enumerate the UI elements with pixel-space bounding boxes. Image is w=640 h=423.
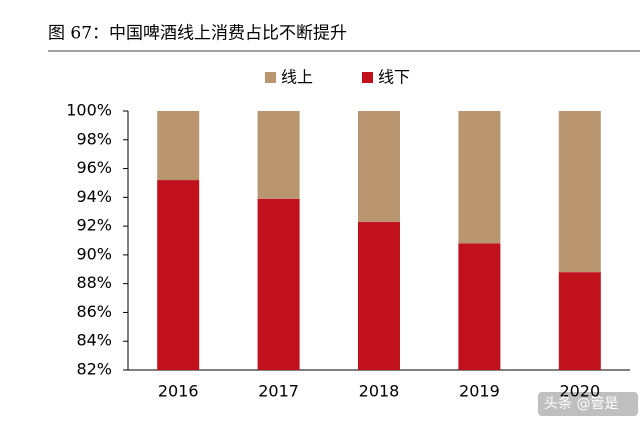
bar-segment [257, 111, 300, 199]
bar-segment [257, 198, 300, 370]
bar-segment [157, 180, 200, 370]
legend-label: 线上 [281, 68, 313, 87]
bar-segment [558, 272, 601, 370]
y-tick-label: 88% [76, 273, 112, 292]
watermark: 头条 @管是 [544, 395, 618, 412]
y-tick-label: 92% [76, 216, 112, 235]
bar-segment [558, 111, 601, 273]
y-tick-label: 82% [76, 360, 112, 379]
y-tick-label: 98% [76, 129, 112, 148]
x-tick-label: 2016 [158, 382, 199, 401]
y-tick-label: 84% [76, 331, 112, 350]
legend-label: 线下 [378, 68, 410, 87]
y-tick-label: 86% [76, 302, 112, 321]
bar-segment [458, 111, 501, 244]
y-tick-label: 90% [76, 244, 112, 263]
y-tick-label: 96% [76, 158, 112, 177]
bar-segment [157, 111, 200, 181]
legend-swatch [265, 72, 276, 83]
bar-segment [358, 221, 400, 370]
x-tick-label: 2020 [559, 382, 600, 401]
watermark-bg [538, 392, 638, 416]
x-tick-label: 2017 [258, 382, 299, 401]
bar-segment [358, 111, 400, 222]
chart-title: 图 67：中国啤酒线上消费占比不断提升 [48, 24, 347, 44]
legend-swatch [362, 72, 373, 83]
y-tick-label: 94% [76, 187, 112, 206]
bar-segment [458, 243, 501, 370]
x-tick-label: 2019 [459, 382, 500, 401]
y-tick-label: 100% [66, 101, 112, 120]
x-tick-label: 2018 [359, 382, 400, 401]
